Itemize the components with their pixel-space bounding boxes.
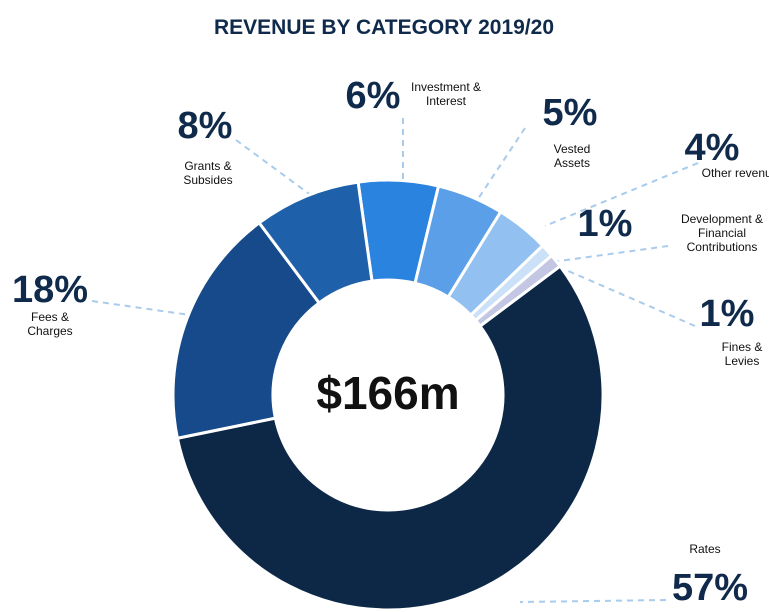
donut-segment <box>171 220 322 441</box>
category-label: Grants & Subsides <box>183 159 233 187</box>
category-label: Vested Assets <box>553 142 591 170</box>
category-label: Fees & Charges <box>27 310 73 338</box>
value-label: 18% <box>12 269 88 311</box>
leader-line <box>235 139 313 197</box>
donut-segment <box>175 264 605 612</box>
leader-line <box>565 269 696 327</box>
value-label: 57% <box>672 567 748 609</box>
value-label: 1% <box>700 293 755 335</box>
leader-line <box>91 300 191 316</box>
value-label: 6% <box>346 75 401 117</box>
leader-line <box>544 162 699 227</box>
leader-line <box>475 127 526 203</box>
category-label: Fines & Levies <box>721 340 763 368</box>
value-label: 1% <box>578 203 633 245</box>
leader-line <box>519 599 667 603</box>
donut-segment <box>257 180 374 306</box>
chart-title: REVENUE BY CATEGORY 2019/20 <box>214 16 554 39</box>
value-label: 8% <box>178 105 233 147</box>
leader-line <box>551 245 669 263</box>
value-label: 4% <box>685 127 740 169</box>
center-label: $166m <box>316 367 459 419</box>
category-label: Development & Financial Contributions <box>680 212 764 254</box>
value-label: 5% <box>543 92 598 134</box>
category-label: Other revenue <box>701 166 769 180</box>
category-label: Rates <box>689 542 721 556</box>
category-label: Investment & Interest <box>410 80 482 108</box>
